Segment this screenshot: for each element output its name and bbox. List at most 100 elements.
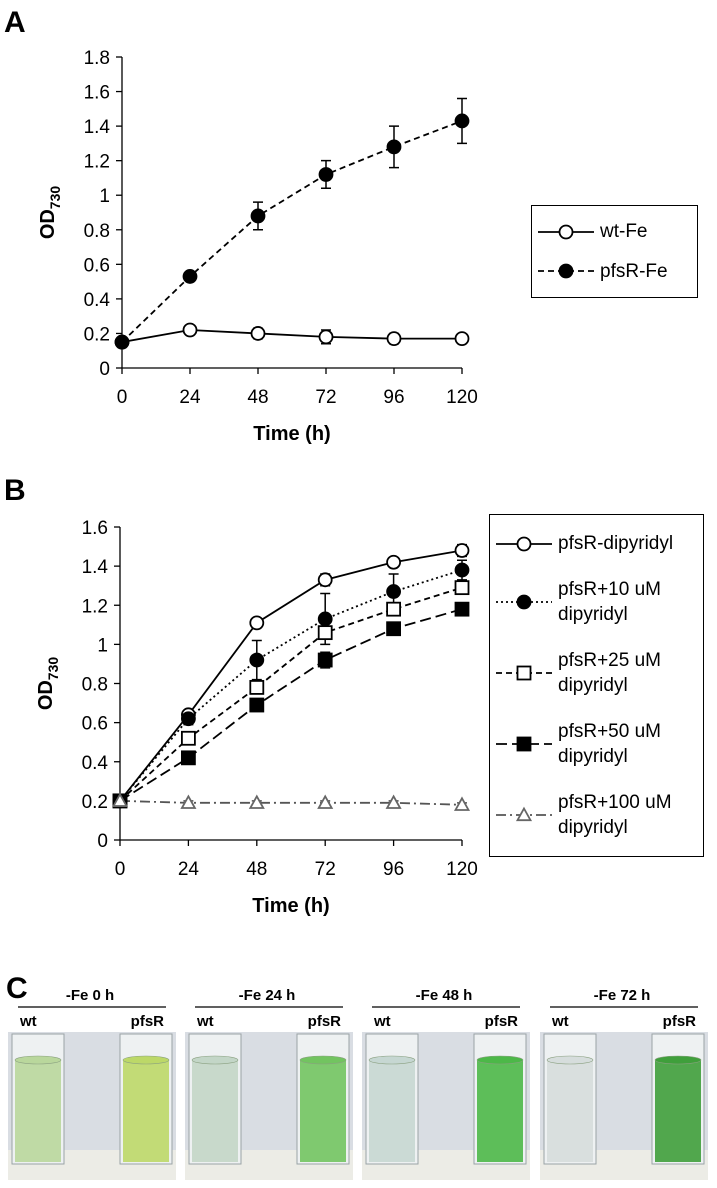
y-tick-label: 1.8 (84, 48, 110, 69)
cuvette-liquid (192, 1060, 238, 1162)
legend-marker (558, 263, 574, 279)
legend-label: pfsR+25 uM dipyridyl (558, 649, 661, 696)
data-point (317, 611, 333, 627)
data-point (386, 331, 402, 347)
photo-title: -Fe 24 h (239, 987, 296, 1004)
data-point (317, 652, 333, 668)
legend-item: pfsR+100 uM dipyridyl (494, 790, 699, 840)
x-tick-label: 120 (446, 859, 478, 880)
series-line (119, 549, 463, 802)
data-point (111, 792, 129, 807)
photo-panel: C -Fe 0 h wt pfsR -Fe 24 h wt pfsR -Fe 48 h wt pf… (6, 972, 708, 1180)
y-tick-label: 0 (97, 831, 108, 852)
data-point (385, 794, 402, 809)
legend-marker (558, 224, 574, 240)
legend-swatch (496, 536, 552, 552)
x-tick-label: 72 (315, 387, 336, 408)
x-axis-title: Time (h) (252, 895, 329, 917)
data-point (180, 750, 196, 766)
legend-label: pfsR+10 uM dipyridyl (558, 579, 661, 626)
cuvette-liquid (123, 1060, 169, 1162)
y-tick-label: 1 (99, 186, 110, 207)
data-point (180, 794, 197, 809)
data-point (114, 334, 130, 350)
data-point (386, 139, 402, 155)
data-point (454, 543, 470, 558)
y-axis-title-main: OD (35, 680, 57, 710)
legend: wt-Fe pfsR-Fe (531, 205, 698, 298)
y-tick-label: 1.4 (82, 557, 109, 578)
series-line (119, 586, 463, 802)
legend-label: wt-Fe (600, 221, 648, 243)
legend-swatch (496, 594, 552, 610)
y-tick-label: 1.4 (84, 117, 111, 138)
data-point (249, 652, 265, 668)
y-tick-label: 1.2 (84, 152, 110, 173)
series-line (119, 799, 463, 806)
series-line (121, 329, 462, 343)
y-tick-label: 0.4 (84, 290, 111, 311)
cuvette-liquid (300, 1060, 346, 1162)
data-point (317, 794, 334, 809)
data-point (453, 796, 471, 811)
legend-swatch (496, 665, 552, 681)
photo-title: -Fe 0 h (66, 987, 114, 1004)
y-tick-label: 1.6 (82, 518, 108, 539)
chart: B 0 0.2 0.4 0.6 0.8 1 1.2 1.4 1.6 0 24 48 72 96 120 Time… (4, 474, 478, 917)
data-point (249, 697, 265, 713)
data-point (180, 730, 196, 746)
legend-label: pfsR+100 uM dipyridyl (558, 791, 672, 838)
x-tick-label: 24 (179, 387, 201, 408)
data-point (250, 208, 266, 224)
data-point (317, 572, 333, 588)
meniscus (191, 1055, 239, 1065)
meniscus (654, 1055, 702, 1065)
y-tick-label: 0.2 (84, 324, 110, 345)
legend-label: pfsR-Fe (600, 260, 668, 282)
data-point (249, 680, 265, 695)
series-line (121, 120, 463, 343)
legend-marker (515, 806, 533, 821)
y-tick-label: 0.8 (82, 675, 108, 696)
photo-left-label: wt (551, 1013, 569, 1030)
y-tick-label: 1.6 (84, 83, 110, 104)
data-point (317, 625, 333, 641)
y-axis-title: OD730 (37, 186, 63, 240)
y-tick-label: 0 (99, 359, 110, 380)
photo-right-label: pfsR (131, 1013, 165, 1030)
x-tick-label: 72 (315, 859, 336, 880)
y-axis-title-sub: 730 (45, 657, 61, 681)
x-tick-label: 48 (247, 387, 268, 408)
x-tick-label: 48 (246, 859, 267, 880)
photo-title: -Fe 48 h (416, 987, 473, 1004)
legend-swatch (538, 224, 594, 240)
x-tick-label: 24 (178, 859, 200, 880)
y-tick-label: 1.2 (82, 596, 108, 617)
x-tick-label: 96 (383, 859, 404, 880)
photo-right-label: pfsR (663, 1013, 697, 1030)
legend-marker (516, 536, 532, 552)
x-tick-label: 0 (117, 387, 128, 408)
cuvette-liquid (655, 1060, 701, 1162)
data-point (250, 326, 266, 341)
chart: A 0 0.2 0.4 0.6 0.8 1 1.2 1.4 1.6 1.8 0 24 48 72 96 120 T… (4, 6, 478, 445)
panel-label: C (6, 972, 28, 1005)
legend-item: pfsR-dipyridyl (494, 531, 699, 556)
y-tick-label: 0.2 (82, 792, 108, 813)
cuvette-liquid (547, 1060, 593, 1162)
meniscus (14, 1055, 62, 1065)
y-axis-title-sub: 730 (47, 186, 63, 210)
legend-label: pfsR-dipyridyl (558, 533, 674, 555)
meniscus (368, 1055, 416, 1065)
series-line (119, 608, 463, 802)
data-point (386, 601, 402, 617)
legend-marker (516, 736, 532, 752)
data-point (454, 601, 470, 617)
data-point (386, 554, 402, 570)
legend-marker (516, 665, 532, 681)
legend-swatch (538, 263, 594, 279)
photo-right-label: pfsR (308, 1013, 342, 1030)
y-axis-title: OD730 (35, 657, 61, 711)
